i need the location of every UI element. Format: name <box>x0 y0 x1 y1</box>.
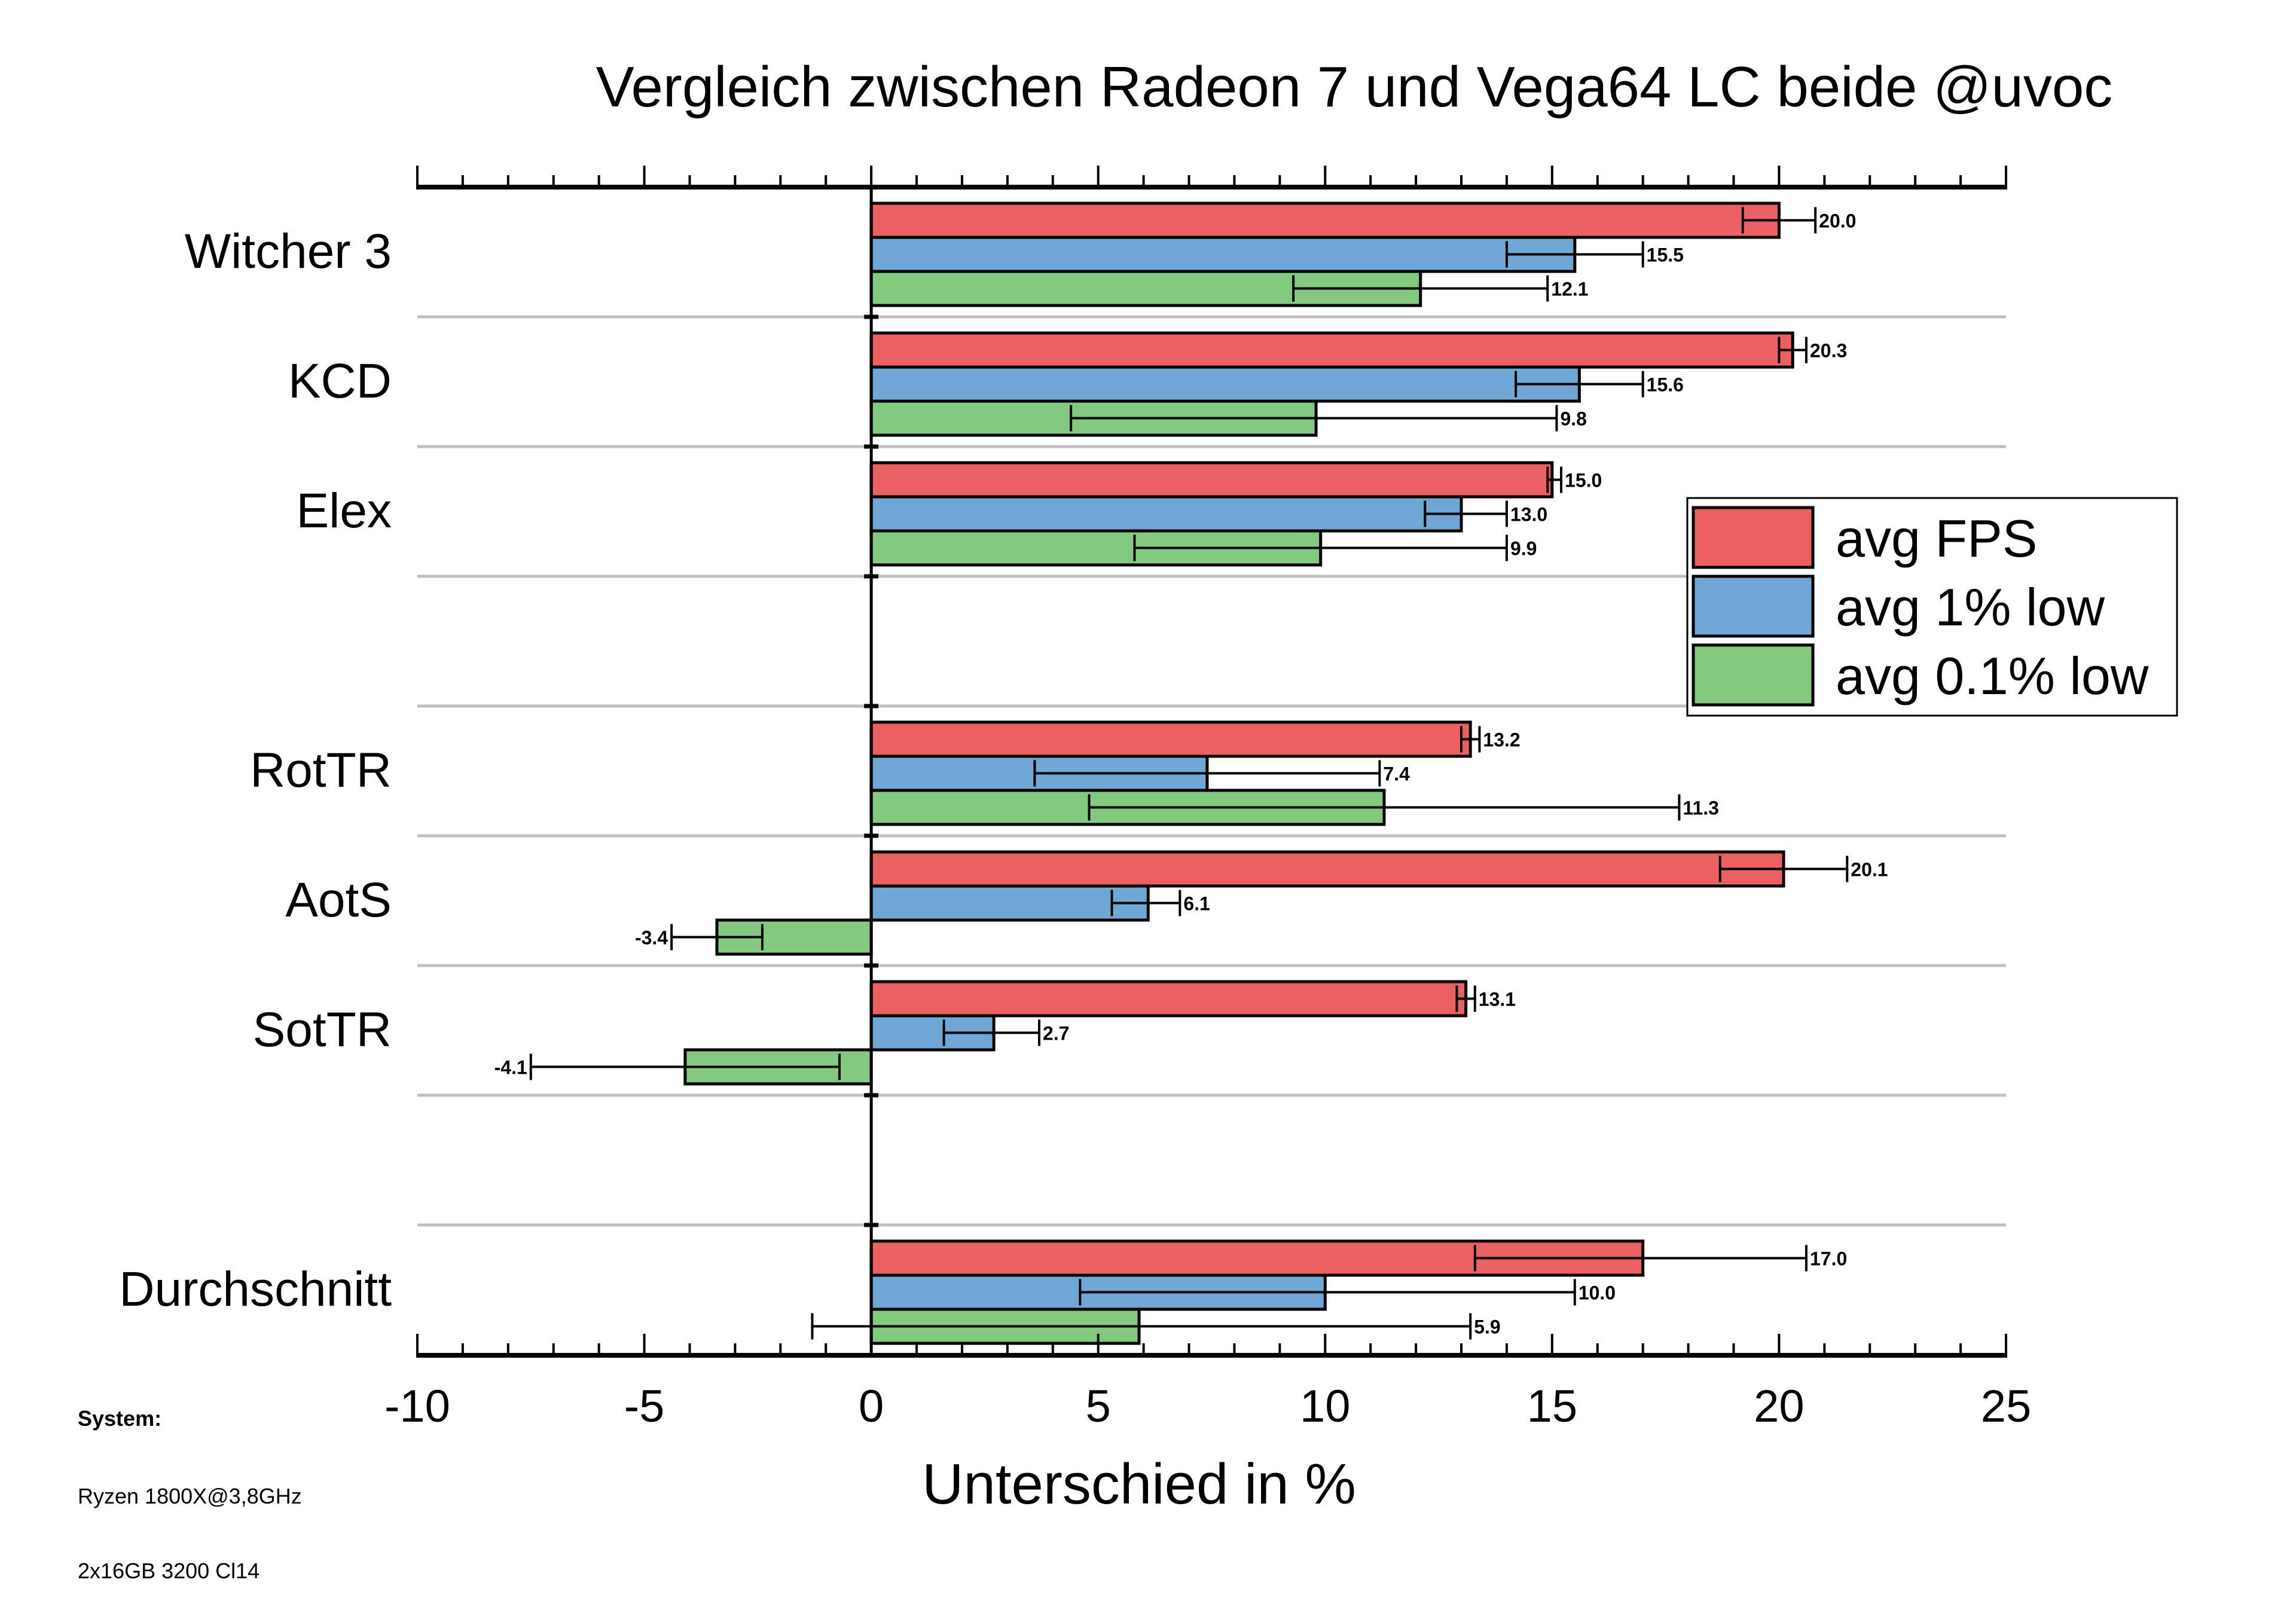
category-label: Witcher 3 <box>185 224 392 279</box>
legend: avg FPS avg 1% low avg 0.1% low <box>1686 497 2178 717</box>
legend-swatch <box>1692 506 1815 569</box>
data-label: 17.0 <box>1810 1248 1847 1270</box>
category-label: RotTR <box>250 743 392 798</box>
category-label: KCD <box>288 354 392 408</box>
x-tick-label: -10 <box>384 1381 450 1432</box>
legend-label: avg 0.1% low <box>1836 646 2149 705</box>
x-tick-label: 0 <box>859 1381 884 1432</box>
data-label: 15.6 <box>1647 374 1684 396</box>
bar <box>869 720 1472 758</box>
bar <box>869 495 1463 533</box>
data-label: 20.3 <box>1810 340 1847 362</box>
x-tick-label: 20 <box>1754 1381 1805 1432</box>
data-label: 9.8 <box>1560 408 1586 430</box>
system-ram: 2x16GB 3200 Cl14 <box>78 1559 259 1583</box>
data-label: 11.3 <box>1683 798 1719 819</box>
data-label: 5.9 <box>1474 1316 1500 1338</box>
data-label: 15.5 <box>1647 245 1684 266</box>
x-tick-label: 15 <box>1527 1381 1578 1432</box>
data-label: 13.0 <box>1510 504 1547 525</box>
x-tick-label: 25 <box>1981 1381 2032 1432</box>
x-tick-label: 5 <box>1086 1381 1111 1432</box>
x-axis-title: Unterschied in % <box>922 1452 1356 1516</box>
data-label: 12.1 <box>1551 279 1588 300</box>
bar <box>869 884 1150 922</box>
bar <box>869 461 1554 499</box>
data-label: 7.4 <box>1383 763 1410 785</box>
data-label: -3.4 <box>635 927 668 949</box>
data-label: 10.0 <box>1578 1282 1616 1304</box>
bar <box>869 236 1577 273</box>
data-label: 13.1 <box>1479 989 1516 1010</box>
data-label: 6.1 <box>1183 893 1210 915</box>
category-label: Elex <box>296 484 392 538</box>
data-label: 13.2 <box>1483 729 1520 751</box>
legend-swatch <box>1692 643 1815 707</box>
data-label: 15.0 <box>1565 470 1602 491</box>
legend-label: avg 1% low <box>1836 578 2105 637</box>
system-cpu: Ryzen 1800X@3,8GHz <box>78 1484 302 1508</box>
data-label: 2.7 <box>1043 1023 1069 1044</box>
legend-label: avg FPS <box>1836 509 2037 568</box>
data-label: 20.1 <box>1851 859 1888 881</box>
bar <box>869 365 1581 403</box>
data-label: 20.0 <box>1819 210 1856 232</box>
category-label: AotS <box>285 873 392 927</box>
x-tick-label: -5 <box>624 1381 665 1432</box>
chart-title: Vergleich zwischen Radeon 7 und Vega64 L… <box>596 55 2113 119</box>
data-label: 9.9 <box>1510 538 1537 560</box>
category-labels: Witcher 3 KCD Elex RotTR AotS SotTR Durchschni… <box>119 224 392 1316</box>
bar <box>869 980 1468 1018</box>
axes: -10 -5 0 5 10 15 20 25 <box>384 166 2031 1432</box>
legend-swatch <box>1692 575 1815 638</box>
category-label: SotTR <box>253 1003 392 1057</box>
system-heading: System: <box>78 1406 161 1431</box>
bar <box>869 850 1785 888</box>
group-separators <box>417 314 2006 1227</box>
bar <box>869 201 1781 239</box>
bar <box>869 331 1794 369</box>
x-tick-label: 10 <box>1300 1381 1351 1432</box>
data-label: -4.1 <box>494 1057 527 1079</box>
category-label: Durchschnitt <box>119 1262 392 1316</box>
bars: 20.0 20.3 15.0 13.2 20.1 13.1 17.0 15.5 15.6 13.0… <box>494 201 1888 1345</box>
